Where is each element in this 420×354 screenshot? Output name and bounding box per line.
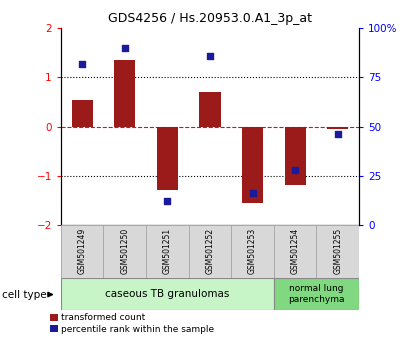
Bar <box>61 225 103 278</box>
Bar <box>61 278 274 310</box>
Bar <box>327 126 349 129</box>
Point <box>334 132 341 137</box>
Bar <box>317 225 359 278</box>
Bar <box>103 225 146 278</box>
Bar <box>114 60 136 126</box>
Bar <box>189 225 231 278</box>
Point <box>292 167 299 173</box>
Bar <box>242 126 263 203</box>
Text: GSM501254: GSM501254 <box>291 228 300 274</box>
Bar <box>157 126 178 190</box>
Point <box>121 45 128 51</box>
Bar <box>200 92 221 126</box>
Point <box>164 198 171 204</box>
Point <box>249 190 256 196</box>
Bar <box>71 99 93 126</box>
Bar <box>274 278 359 310</box>
Text: GSM501253: GSM501253 <box>248 228 257 274</box>
Text: GSM501251: GSM501251 <box>163 228 172 274</box>
Text: GSM501250: GSM501250 <box>120 228 129 274</box>
Text: GSM501252: GSM501252 <box>205 228 215 274</box>
Bar <box>231 225 274 278</box>
Bar <box>285 126 306 185</box>
Text: caseous TB granulomas: caseous TB granulomas <box>105 289 230 299</box>
Point <box>79 61 86 67</box>
Bar <box>274 225 317 278</box>
Text: GSM501249: GSM501249 <box>78 228 87 274</box>
Text: GDS4256 / Hs.20953.0.A1_3p_at: GDS4256 / Hs.20953.0.A1_3p_at <box>108 12 312 25</box>
Point <box>207 53 213 59</box>
Legend: transformed count, percentile rank within the sample: transformed count, percentile rank withi… <box>50 313 214 334</box>
Bar <box>146 225 189 278</box>
Text: normal lung
parenchyma: normal lung parenchyma <box>288 284 345 303</box>
Text: GSM501255: GSM501255 <box>333 228 342 274</box>
Text: cell type: cell type <box>2 290 47 300</box>
